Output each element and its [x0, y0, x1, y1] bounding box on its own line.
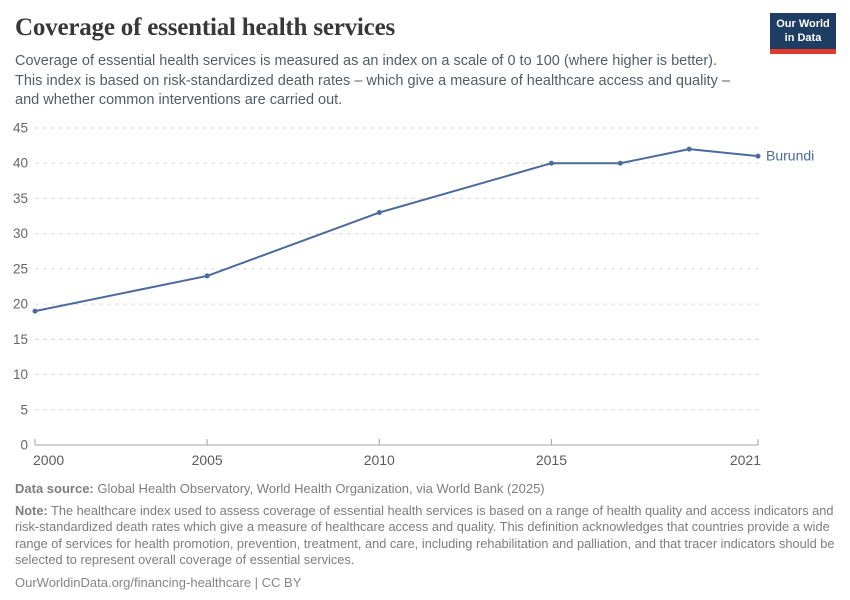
y-axis-tick-label: 25	[13, 261, 28, 276]
data-source-text: Global Health Observatory, World Health …	[93, 481, 545, 496]
chart-footer: Data source: Global Health Observatory, …	[15, 481, 845, 590]
y-axis-tick-label: 30	[13, 226, 28, 241]
owid-logo-red-bar	[770, 49, 836, 54]
owid-logo: Our World in Data	[770, 13, 836, 54]
data-point[interactable]	[32, 308, 38, 314]
subtitle-line: Coverage of essential health services is…	[15, 53, 718, 69]
y-axis-tick-label: 20	[13, 297, 28, 312]
note-text: The healthcare index used to assess cove…	[15, 503, 835, 568]
note: Note: The healthcare index used to asses…	[15, 503, 845, 569]
subtitle-line: and whether common interventions are car…	[15, 92, 343, 108]
data-source: Data source: Global Health Observatory, …	[15, 481, 845, 496]
y-axis-tick-label: 0	[20, 438, 28, 453]
y-axis-tick-label: 5	[20, 402, 28, 417]
y-axis-tick-label: 10	[13, 367, 28, 382]
chart-subtitle: Coverage of essential health services is…	[15, 52, 760, 111]
data-point[interactable]	[376, 210, 382, 216]
y-axis-tick-label: 45	[13, 121, 28, 136]
owid-logo-box: Our World in Data	[770, 13, 836, 49]
page-title: Coverage of essential health services	[15, 14, 396, 41]
data-point[interactable]	[204, 273, 210, 279]
subtitle-line: This index is based on risk-standardized…	[15, 72, 730, 89]
y-axis-tick-label: 35	[13, 191, 28, 206]
chart-header: Coverage of essential health services Co…	[15, 14, 760, 111]
x-axis-tick-label: 2000	[33, 452, 64, 468]
citation-link[interactable]: OurWorldinData.org/financing-healthcare …	[15, 574, 302, 590]
x-axis-tick-label: 2005	[192, 452, 223, 468]
y-axis-tick-label: 15	[13, 332, 28, 347]
y-axis-tick-label: 40	[13, 156, 28, 171]
data-point[interactable]	[686, 146, 692, 152]
x-axis-tick-label: 2015	[536, 452, 567, 468]
owid-logo-text-line1: Our World	[776, 18, 830, 30]
series-line-burundi[interactable]	[34, 148, 759, 313]
line-chart[interactable]: 0 5 10 15 20 25 30 35 40 45 2000 2005 2010 2015 2021 Bu…	[0, 118, 850, 478]
data-point[interactable]	[617, 160, 623, 166]
x-axis-tick-label: 2021	[730, 452, 761, 468]
note-label: Note:	[15, 503, 48, 518]
entity-label-burundi[interactable]: Burundi	[766, 148, 814, 164]
data-source-label: Data source:	[15, 481, 94, 496]
owid-logo-text-line2: in Data	[784, 31, 822, 44]
data-point[interactable]	[755, 153, 761, 159]
x-axis-tick-label: 2010	[364, 452, 395, 468]
data-point[interactable]	[548, 160, 554, 166]
